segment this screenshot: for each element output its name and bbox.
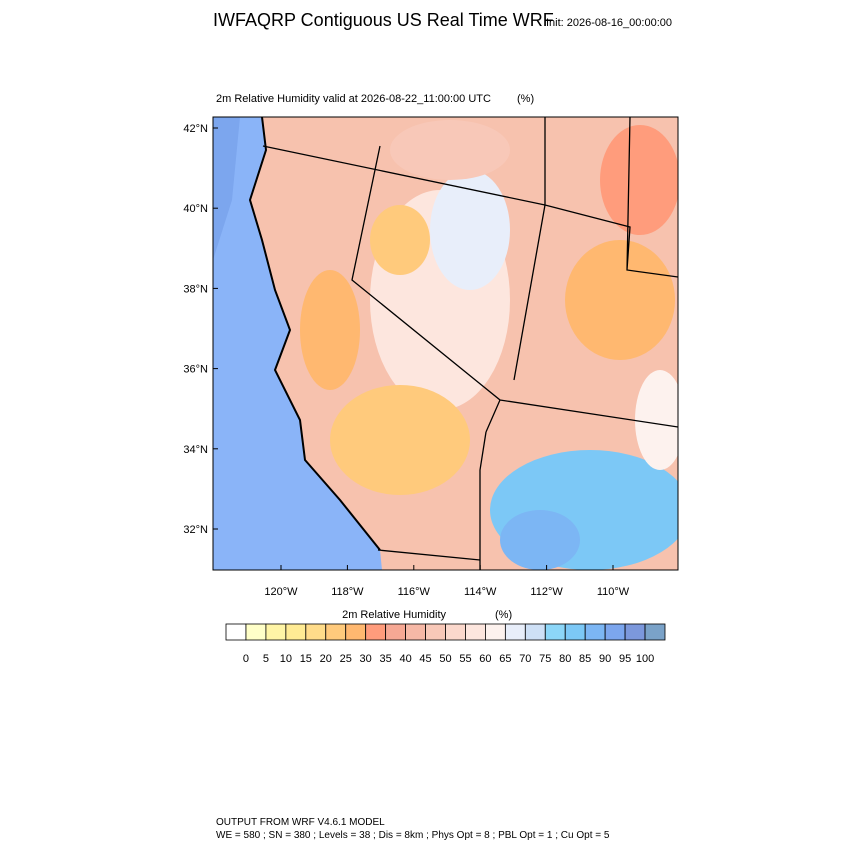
colorbar-label: 90: [599, 653, 611, 665]
footer-line: WE = 580 ; SN = 380 ; Levels = 38 ; Dis …: [216, 830, 610, 841]
lon-label: 110°W: [597, 586, 630, 598]
lon-label: 120°W: [264, 586, 298, 598]
colorbar-label: 100: [636, 653, 654, 665]
colorbar-box: [445, 623, 466, 641]
lat-label: 42°N: [183, 123, 208, 135]
colorbar-box: [345, 623, 367, 641]
title: IWFAQRP Contiguous US Real Time WRF: [213, 10, 554, 30]
colorbar-box: [544, 623, 566, 641]
units: (%): [517, 93, 534, 105]
colorbar-box: [604, 623, 626, 641]
colorbar-label: 55: [459, 653, 471, 665]
colorbar-box: [305, 623, 327, 641]
colorbar-label: 5: [263, 653, 269, 665]
map: [213, 117, 678, 570]
colorbar-box: [285, 623, 307, 641]
lon-label: 118°W: [331, 586, 364, 598]
colorbar-box: [584, 623, 606, 641]
colorbar-units: (%): [495, 609, 512, 621]
colorbar-label: 85: [579, 653, 591, 665]
subtitle: 2m Relative Humidity valid at 2026-08-22…: [216, 93, 491, 105]
colorbar-box: [385, 623, 406, 641]
colorbar-label: 20: [320, 653, 332, 665]
colorbar-box: [365, 623, 387, 641]
lat-label: 40°N: [183, 203, 208, 215]
lon-label: 112°W: [530, 586, 563, 598]
colorbar-box: [624, 623, 646, 641]
colorbar-box: [504, 623, 526, 641]
colorbar-box: [524, 623, 546, 641]
colorbar-label: 25: [340, 653, 352, 665]
lat-label: 34°N: [183, 444, 208, 456]
lat-label: 38°N: [183, 283, 208, 295]
colorbar-label: 70: [519, 653, 531, 665]
colorbar-box: [425, 623, 446, 641]
colorbar-label: 45: [419, 653, 431, 665]
colorbar-label: 80: [559, 653, 571, 665]
colorbar-label: 65: [499, 653, 511, 665]
colorbar-box: [405, 623, 426, 641]
colorbar-label: 60: [479, 653, 491, 665]
colorbar-box: [564, 623, 586, 641]
colorbar-box: [485, 623, 506, 641]
colorbar-label: 15: [300, 653, 312, 665]
lon-label: 114°W: [464, 586, 497, 598]
colorbar-label: 40: [399, 653, 411, 665]
colorbar-label: 10: [280, 653, 292, 665]
colorbar-label: 35: [380, 653, 392, 665]
colorbar-box: [325, 623, 347, 641]
footer-line: OUTPUT FROM WRF V4.6.1 MODEL: [216, 817, 385, 828]
colorbar-box: [225, 623, 247, 641]
colorbar-title: 2m Relative Humidity: [342, 609, 446, 621]
colorbar-box: [465, 623, 486, 641]
colorbar-box: [644, 623, 666, 641]
colorbar-box: [245, 623, 267, 641]
colorbar-label: 50: [439, 653, 451, 665]
lat-label: 32°N: [183, 524, 208, 536]
lat-label: 36°N: [183, 364, 208, 376]
colorbar-label: 75: [539, 653, 551, 665]
colorbar-box: [265, 623, 287, 641]
colorbar-label: 95: [619, 653, 631, 665]
map-frame: [212, 116, 679, 571]
init-time: Init: 2026-08-16_00:00:00: [546, 17, 672, 29]
colorbar-label: 30: [360, 653, 372, 665]
colorbar-label: 0: [243, 653, 249, 665]
lon-label: 116°W: [398, 586, 431, 598]
